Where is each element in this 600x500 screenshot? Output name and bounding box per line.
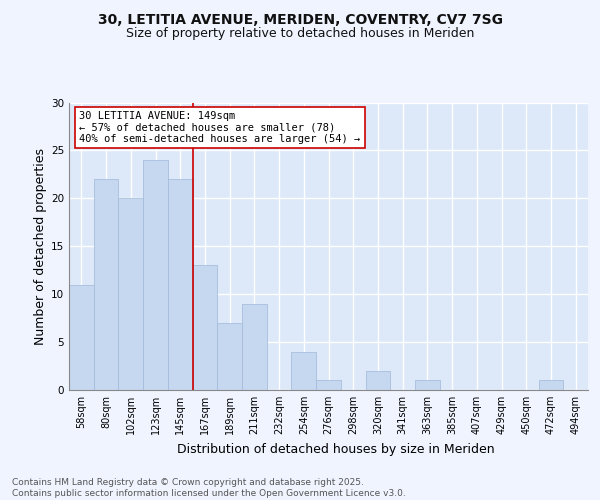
Text: Contains HM Land Registry data © Crown copyright and database right 2025.
Contai: Contains HM Land Registry data © Crown c…: [12, 478, 406, 498]
Text: 30, LETITIA AVENUE, MERIDEN, COVENTRY, CV7 7SG: 30, LETITIA AVENUE, MERIDEN, COVENTRY, C…: [97, 12, 503, 26]
Bar: [69, 284, 94, 390]
Y-axis label: Number of detached properties: Number of detached properties: [34, 148, 47, 345]
Bar: [242, 304, 267, 390]
Text: 30 LETITIA AVENUE: 149sqm
← 57% of detached houses are smaller (78)
40% of semi-: 30 LETITIA AVENUE: 149sqm ← 57% of detac…: [79, 111, 361, 144]
Bar: [168, 179, 193, 390]
Bar: [94, 179, 118, 390]
Bar: [143, 160, 168, 390]
Text: Distribution of detached houses by size in Meriden: Distribution of detached houses by size …: [177, 442, 495, 456]
Bar: [365, 371, 390, 390]
Bar: [415, 380, 440, 390]
Bar: [118, 198, 143, 390]
Bar: [316, 380, 341, 390]
Text: Size of property relative to detached houses in Meriden: Size of property relative to detached ho…: [126, 28, 474, 40]
Bar: [217, 323, 242, 390]
Bar: [539, 380, 563, 390]
Bar: [193, 266, 217, 390]
Bar: [292, 352, 316, 390]
